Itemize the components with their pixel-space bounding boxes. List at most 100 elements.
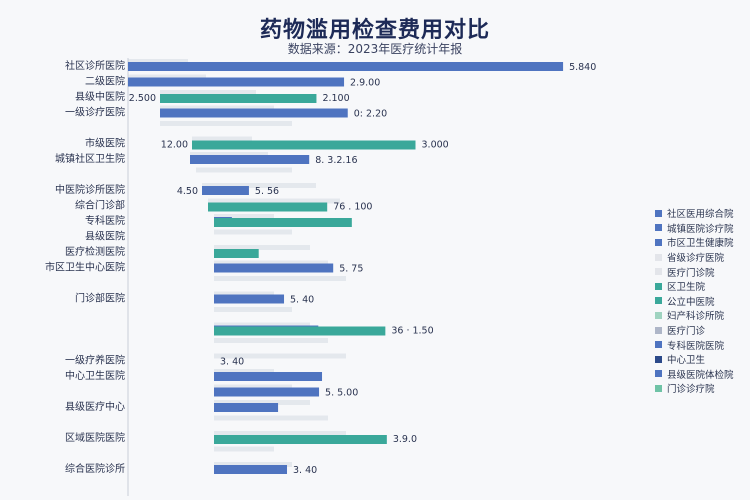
legend-swatch bbox=[655, 384, 662, 392]
legend-label: 专科医院医院 bbox=[667, 340, 725, 352]
bar bbox=[214, 249, 259, 258]
value-label: 2.9.00 bbox=[350, 78, 380, 89]
legend-label: 省级诊疗医院 bbox=[667, 253, 725, 265]
left-value-label: 4.50 bbox=[177, 186, 198, 197]
legend-item: 门诊诊疗院 bbox=[655, 381, 747, 396]
bar bbox=[128, 77, 345, 87]
legend-item: 公立中医院 bbox=[655, 294, 747, 309]
bar bbox=[202, 186, 249, 195]
shadow-bar bbox=[214, 291, 274, 297]
legend-swatch bbox=[655, 209, 662, 217]
value-label: 3.000 bbox=[422, 140, 449, 151]
shadow-bar bbox=[214, 307, 292, 312]
shadow-bar bbox=[202, 183, 316, 188]
legend-item: 城镇医院诊疗院 bbox=[655, 221, 747, 236]
legend-swatch bbox=[655, 268, 662, 276]
bar bbox=[214, 387, 320, 397]
shadow-bar bbox=[208, 198, 340, 204]
legend-label: 门诊诊疗院 bbox=[667, 384, 715, 396]
category-label: 市级医院 bbox=[85, 137, 125, 150]
category-label: 社区诊所医院 bbox=[65, 59, 125, 72]
value-label: 2.100 bbox=[322, 93, 349, 104]
bar bbox=[214, 218, 352, 227]
shadow-bar bbox=[214, 353, 346, 359]
shadow-bar bbox=[214, 431, 346, 436]
bar bbox=[214, 326, 386, 336]
bar bbox=[214, 263, 334, 273]
value-label: 76 . 100 bbox=[333, 202, 372, 213]
legend-swatch bbox=[655, 355, 662, 363]
legend-swatch bbox=[655, 326, 662, 334]
shadow-bar bbox=[160, 90, 256, 95]
category-label: 综合医院诊所 bbox=[65, 462, 125, 475]
left-value-label: 12.00 bbox=[161, 140, 188, 151]
shadow-bar bbox=[128, 74, 206, 80]
shadow-bar bbox=[214, 400, 310, 405]
legend-label: 妇产科诊所院 bbox=[667, 311, 725, 323]
shadow-bar bbox=[214, 446, 274, 452]
value-label: 3.9.0 bbox=[393, 434, 417, 445]
category-label: 中医院诊所医院 bbox=[55, 183, 125, 196]
legend-label: 市区卫生健康院 bbox=[667, 238, 734, 250]
legend-swatch bbox=[655, 297, 662, 305]
category-label: 县级医院 bbox=[85, 230, 125, 243]
value-label: 5. 56 bbox=[255, 186, 279, 197]
legend-label: 中心卫生 bbox=[667, 355, 706, 367]
category-label: 一级诊疗医院 bbox=[65, 106, 125, 119]
category-label: 区域医院医院 bbox=[65, 431, 125, 444]
value-label: 36 · 1.50 bbox=[391, 326, 433, 337]
legend-item: 妇产科诊所院 bbox=[655, 308, 747, 323]
shadow-bar bbox=[128, 59, 188, 64]
value-label: 5.840 bbox=[569, 62, 596, 73]
value-label: 3. 40 bbox=[220, 357, 244, 368]
category-label: 一级疗养医院 bbox=[65, 354, 125, 367]
shadow-bar bbox=[214, 322, 310, 328]
shadow-bar bbox=[214, 229, 292, 235]
legend-item: 社区医用综合院 bbox=[655, 206, 747, 221]
bar bbox=[208, 202, 328, 212]
bar bbox=[214, 435, 387, 444]
legend-label: 医疗门诊院 bbox=[667, 267, 715, 279]
category-label: 中心卫生医院 bbox=[65, 369, 125, 382]
legend-item: 专科医院医院 bbox=[655, 337, 747, 352]
legend-swatch bbox=[655, 238, 662, 246]
shadow-bar bbox=[214, 276, 346, 281]
shadow-bar bbox=[160, 105, 274, 111]
legend-item: 医疗门诊 bbox=[655, 323, 747, 338]
category-label: 二级医院 bbox=[85, 75, 125, 88]
category-label: 县级中医院 bbox=[75, 90, 125, 103]
legend-swatch bbox=[655, 370, 662, 378]
chart-title: 药物滥用检查费用对比 bbox=[259, 18, 490, 43]
category-label: 城镇社区卫生院 bbox=[55, 152, 125, 165]
legend-label: 区卫生院 bbox=[667, 282, 706, 294]
category-label: 县级医疗中心 bbox=[65, 400, 125, 413]
shadow-bar bbox=[192, 136, 252, 142]
category-label: 专科医院 bbox=[85, 214, 125, 227]
category-label: 市区卫生中心医院 bbox=[45, 261, 125, 274]
bar bbox=[192, 140, 416, 150]
legend-swatch bbox=[655, 341, 662, 349]
legend-label: 城镇医院诊疗院 bbox=[667, 223, 734, 235]
legend-swatch bbox=[655, 311, 662, 319]
legend-swatch bbox=[655, 253, 662, 261]
shadow-bar bbox=[214, 338, 328, 343]
bar bbox=[160, 108, 348, 118]
shadow-bar bbox=[214, 245, 310, 250]
legend-item: 医疗门诊院 bbox=[655, 264, 747, 279]
value-label: 0: 2.20 bbox=[354, 109, 387, 120]
value-label: 8. 3.2.16 bbox=[315, 155, 357, 166]
shadow-bar bbox=[214, 369, 274, 374]
legend-swatch bbox=[655, 224, 662, 232]
legend-label: 社区医用综合院 bbox=[667, 209, 734, 221]
value-label: 3. 40 bbox=[293, 465, 317, 476]
shadow-bar bbox=[160, 121, 292, 126]
value-label: 5. 75 bbox=[339, 264, 363, 275]
legend-item: 省级诊疗医院 bbox=[655, 250, 747, 265]
shadow-bar bbox=[196, 167, 292, 173]
legend-label: 公立中医院 bbox=[667, 296, 715, 308]
category-label: 门诊部医院 bbox=[75, 292, 125, 305]
chart-subtitle: 数据来源：2023年医疗统计年报 bbox=[287, 42, 463, 56]
legend-item: 县级医院体检院 bbox=[655, 367, 747, 382]
value-label: 5. 40 bbox=[290, 295, 314, 306]
